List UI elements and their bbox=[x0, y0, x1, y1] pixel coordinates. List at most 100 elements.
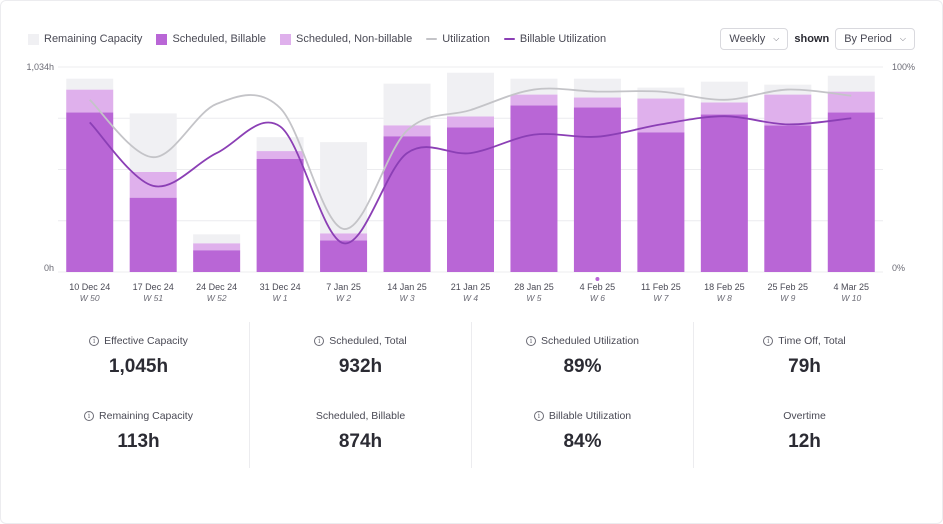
stat-overtime: Overtime 12h bbox=[694, 397, 915, 472]
bar-scheduled-billable bbox=[764, 125, 812, 272]
x-tick-week: W 4 bbox=[463, 293, 478, 303]
info-icon[interactable]: i bbox=[314, 336, 325, 346]
shown-label: shown bbox=[794, 33, 830, 45]
bar-scheduled-billable bbox=[129, 197, 177, 272]
chart-legend: Remaining Capacity Scheduled, Billable S… bbox=[28, 33, 620, 45]
legend-swatch bbox=[28, 33, 39, 45]
legend-line-swatch bbox=[426, 38, 438, 40]
bar-scheduled-non-billable bbox=[510, 94, 558, 106]
stat-billable-utilization: i Billable Utilization 84% bbox=[472, 397, 693, 472]
current-period-dot bbox=[595, 277, 600, 281]
legend-label: Scheduled, Non-billable bbox=[296, 33, 413, 45]
bar-remaining-capacity bbox=[129, 113, 177, 172]
stats-column: i Scheduled Utilization 89% i Billable Uti… bbox=[472, 322, 694, 468]
legend-swatch bbox=[156, 33, 168, 45]
bar-scheduled-non-billable bbox=[256, 151, 304, 159]
chevron-down-icon: ⌵ bbox=[899, 34, 906, 43]
bar-remaining-capacity bbox=[256, 137, 304, 152]
legend-label: Scheduled, Billable bbox=[172, 33, 267, 45]
stat-label: Remaining Capacity bbox=[99, 410, 193, 422]
legend-line-swatch bbox=[503, 38, 515, 40]
period-select[interactable]: Weekly ⌵ bbox=[720, 28, 789, 50]
x-tick-week: W 8 bbox=[717, 293, 732, 303]
y-axis-right-min-label: 0% bbox=[892, 263, 905, 273]
line-billable-utilization bbox=[89, 115, 852, 245]
bar-scheduled-billable bbox=[193, 250, 241, 272]
stat-label: Overtime bbox=[783, 410, 826, 422]
x-tick-week: W 6 bbox=[590, 293, 605, 303]
legend-remaining-capacity[interactable]: Remaining Capacity bbox=[28, 33, 142, 45]
stat-value: 932h bbox=[338, 356, 383, 377]
info-icon[interactable]: i bbox=[533, 411, 544, 421]
bar-scheduled-non-billable bbox=[700, 102, 748, 115]
shown-select[interactable]: By Period ⌵ bbox=[835, 28, 915, 50]
x-tick-date: 14 Jan 25 bbox=[387, 282, 427, 292]
x-tick-date: 11 Feb 25 bbox=[641, 282, 681, 292]
stats-column: i Effective Capacity 1,045h i Remaining Ca… bbox=[28, 322, 250, 468]
bar-remaining-capacity bbox=[193, 234, 241, 244]
stat-label: Scheduled, Billable bbox=[315, 410, 406, 422]
x-tick-date: 10 Dec 24 bbox=[69, 282, 110, 292]
bar-scheduled-non-billable bbox=[573, 97, 621, 108]
stat-scheduled-utilization: i Scheduled Utilization 89% bbox=[472, 322, 693, 397]
bar-scheduled-billable bbox=[510, 105, 558, 272]
bar-remaining-capacity bbox=[700, 81, 748, 103]
info-icon[interactable]: i bbox=[525, 336, 536, 346]
bar-scheduled-non-billable bbox=[447, 116, 494, 128]
info-icon[interactable]: i bbox=[89, 336, 100, 346]
bar-scheduled-billable bbox=[66, 112, 114, 272]
x-tick-week: W 51 bbox=[143, 293, 163, 303]
x-tick-week: W 1 bbox=[273, 293, 288, 303]
y-axis-right-max-label: 100% bbox=[892, 62, 915, 72]
stat-value: 79h bbox=[788, 356, 821, 377]
bar-scheduled-non-billable bbox=[764, 94, 812, 126]
bar-scheduled-billable bbox=[700, 114, 748, 272]
bar-scheduled-billable bbox=[256, 158, 304, 272]
stat-label: Time Off, Total bbox=[778, 335, 846, 347]
x-tick-date: 4 Mar 25 bbox=[834, 282, 870, 292]
stat-scheduled-total: i Scheduled, Total 932h bbox=[250, 322, 471, 397]
x-tick-date: 24 Dec 24 bbox=[196, 282, 237, 292]
legend-utilization[interactable]: Utilization bbox=[426, 33, 490, 45]
stat-value: 113h bbox=[117, 431, 160, 452]
x-tick-week: W 52 bbox=[207, 293, 227, 303]
y-axis-min-label: 0h bbox=[44, 263, 54, 273]
x-tick-week: W 2 bbox=[336, 293, 351, 303]
bar-scheduled-non-billable bbox=[827, 91, 875, 113]
stat-label: Effective Capacity bbox=[104, 335, 188, 347]
stats-panel: i Effective Capacity 1,045h i Remaining Ca… bbox=[28, 322, 915, 468]
y-axis-max-label: 1,034h bbox=[26, 62, 54, 72]
legend-billable-utilization[interactable]: Billable Utilization bbox=[503, 33, 606, 45]
legend-scheduled-non-billable[interactable]: Scheduled, Non-billable bbox=[280, 33, 412, 45]
bar-remaining-capacity bbox=[573, 78, 621, 98]
legend-scheduled-billable[interactable]: Scheduled, Billable bbox=[156, 33, 266, 45]
x-tick-date: 18 Feb 25 bbox=[704, 282, 745, 292]
x-tick-date: 21 Jan 25 bbox=[451, 282, 491, 292]
stats-column: i Scheduled, Total 932h Scheduled, Billab… bbox=[250, 322, 472, 468]
x-tick-week: W 10 bbox=[841, 293, 861, 303]
x-tick-week: W 3 bbox=[399, 293, 414, 303]
bar-scheduled-billable bbox=[637, 132, 685, 272]
x-tick-date: 28 Jan 25 bbox=[514, 282, 554, 292]
x-tick-week: W 7 bbox=[653, 293, 668, 303]
bar-remaining-capacity bbox=[66, 78, 114, 90]
bar-scheduled-billable bbox=[573, 107, 621, 272]
stats-column: i Time Off, Total 79h Overtime 12h bbox=[694, 322, 915, 468]
x-tick-week: W 9 bbox=[780, 293, 795, 303]
bar-scheduled-non-billable bbox=[193, 243, 241, 251]
stat-value: 1,045h bbox=[108, 356, 169, 377]
period-select-value: Weekly bbox=[729, 33, 766, 45]
stat-time-off-total: i Time Off, Total 79h bbox=[694, 322, 915, 397]
stat-scheduled-billable: Scheduled, Billable 874h bbox=[250, 397, 471, 472]
stat-label: Scheduled, Total bbox=[329, 335, 407, 347]
shown-select-value: By Period bbox=[844, 33, 892, 45]
stat-value: 874h bbox=[338, 431, 383, 452]
info-icon[interactable]: i bbox=[763, 336, 774, 346]
info-icon[interactable]: i bbox=[84, 411, 95, 421]
stat-effective-capacity: i Effective Capacity 1,045h bbox=[28, 322, 249, 397]
bar-scheduled-billable bbox=[320, 240, 368, 272]
x-tick-date: 7 Jan 25 bbox=[326, 282, 361, 292]
x-tick-week: W 5 bbox=[526, 293, 541, 303]
bar-scheduled-non-billable bbox=[320, 233, 368, 241]
